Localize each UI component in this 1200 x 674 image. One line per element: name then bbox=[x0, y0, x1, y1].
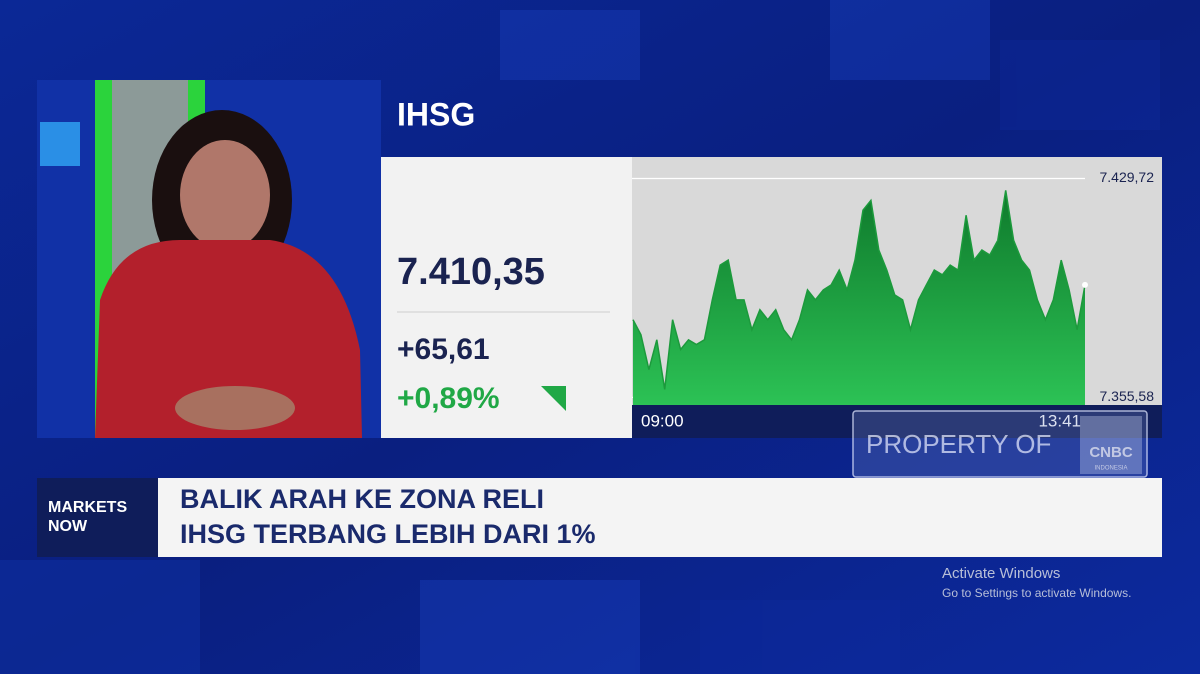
plot: 7.429,72 7.355,58 09:00 13:41 bbox=[632, 169, 1154, 430]
chart-title: IHSG bbox=[397, 96, 475, 132]
x-tick-label: 09:00 bbox=[641, 411, 684, 430]
last-price: 7.410,35 bbox=[397, 251, 545, 293]
tag-line: MARKETS bbox=[48, 499, 127, 516]
tag-box bbox=[37, 478, 158, 557]
activation-subtitle: Go to Settings to activate Windows. bbox=[942, 586, 1131, 600]
headline-bar bbox=[158, 478, 1162, 557]
presenter-video bbox=[37, 80, 381, 438]
watermark-text: PROPERTY OF bbox=[866, 429, 1051, 459]
area bbox=[633, 190, 1085, 405]
background-cubes bbox=[0, 0, 1160, 674]
headline-line: BALIK ARAH KE ZONA RELI bbox=[180, 484, 544, 514]
quote-panel bbox=[381, 157, 632, 438]
last-point bbox=[1082, 281, 1088, 288]
y-tick-label: 7.429,72 bbox=[1100, 169, 1155, 185]
area-line bbox=[632, 190, 1086, 390]
activation-title: Activate Windows bbox=[942, 565, 1060, 582]
y-tick-label: 7.355,58 bbox=[1100, 388, 1155, 404]
up-arrow bbox=[541, 386, 566, 411]
watermark: PROPERTY OF CNBC INDONESIA bbox=[852, 410, 1148, 478]
logo-subtext: INDONESIA bbox=[1094, 466, 1127, 472]
x-tick-label: 13:41 bbox=[1038, 411, 1081, 430]
percent-change: +0,89% bbox=[397, 382, 500, 415]
headline-line: IHSG TERBANG LEBIH DARI 1% bbox=[180, 519, 596, 549]
tag-line: NOW bbox=[48, 518, 88, 535]
logo-text: CNBC bbox=[1089, 444, 1132, 461]
price-change: +65,61 bbox=[397, 333, 490, 366]
